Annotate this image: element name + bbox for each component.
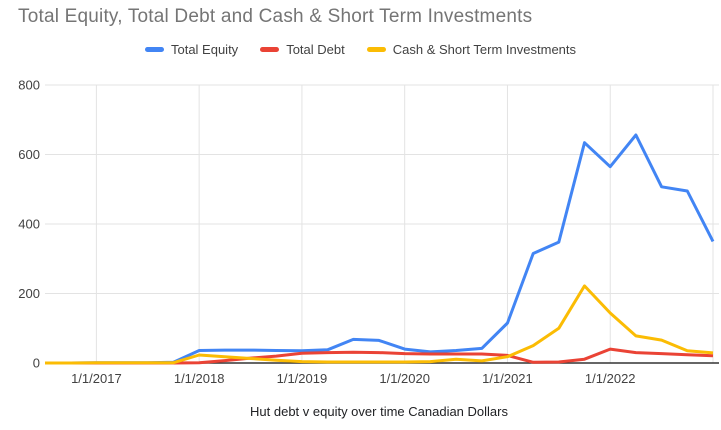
y-tick-label: 200: [18, 286, 40, 301]
y-tick-label: 600: [18, 147, 40, 162]
legend-swatch-icon: [144, 46, 164, 52]
chart-title: Total Equity, Total Debt and Cash & Shor…: [18, 6, 533, 27]
series-line-total-equity[interactable]: [45, 133, 715, 365]
legend-item-label: Total Debt: [286, 41, 345, 57]
y-tick-label: 800: [18, 78, 40, 93]
y-tick-label: 400: [18, 217, 40, 232]
y-tick-label: 0: [33, 356, 40, 371]
legend-item-total-debt[interactable]: Total Debt: [260, 42, 345, 57]
legend-swatch-icon: [366, 46, 386, 52]
x-tick-label: 1/1/2021: [482, 371, 533, 386]
x-tick-label: 1/1/2019: [277, 371, 328, 386]
legend-item-label: Cash & Short Term Investments: [392, 41, 577, 57]
x-tick-labels: 1/1/2017 1/1/2018 1/1/2019 1/1/2020 1/1/2021…: [71, 371, 635, 386]
y-tick-labels: 0 200 400 600 800: [18, 78, 40, 371]
chart-caption: Hut debt v equity over time Canadian Dol…: [250, 404, 508, 419]
legend: Total Equity Total Debt Cash & Short Term …: [0, 40, 721, 58]
y-gridlines: [45, 84, 719, 294]
series-line-cash-short-term-investments[interactable]: [45, 284, 714, 365]
x-tick-label: 1/1/2018: [174, 371, 225, 386]
x-tick-label: 1/1/2017: [71, 371, 122, 386]
x-tick-label: 1/1/2020: [379, 371, 430, 386]
legend-item-label: Total Equity: [170, 41, 239, 57]
series-lines: [45, 133, 715, 365]
legend-item-cash-short-term-investments[interactable]: Cash & Short Term Investments: [366, 41, 577, 57]
legend-item-total-equity[interactable]: Total Equity: [144, 41, 239, 57]
legend-swatch-icon: [260, 46, 280, 52]
x-tick-label: 1/1/2022: [585, 371, 636, 386]
x-gridlines: [95, 85, 714, 363]
